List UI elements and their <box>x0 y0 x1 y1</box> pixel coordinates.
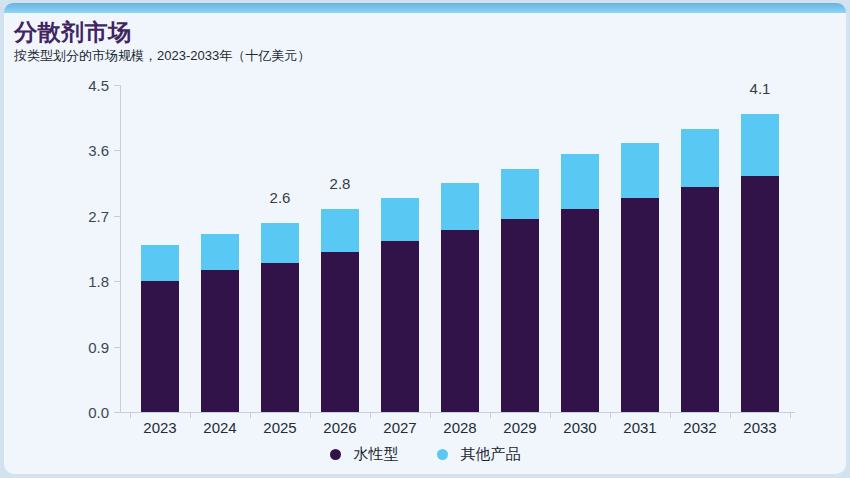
legend-item: 水性型 <box>330 445 399 464</box>
bar-segment-other-products <box>201 234 239 270</box>
x-axis-tick <box>190 413 191 418</box>
y-axis-tick <box>114 150 120 151</box>
bar-segment-water-based <box>201 270 239 412</box>
legend-color-dot <box>437 449 448 460</box>
bar-segment-water-based <box>381 241 419 412</box>
x-axis-category-label: 2029 <box>490 419 550 436</box>
x-axis-line <box>120 412 795 413</box>
y-axis-tick <box>114 281 120 282</box>
y-axis-line <box>120 85 121 413</box>
x-axis-tick <box>550 413 551 418</box>
x-axis-tick <box>430 413 431 418</box>
y-axis-tick <box>114 85 120 86</box>
x-axis-tick <box>130 413 131 418</box>
bar-segment-water-based <box>561 209 599 412</box>
chart-legend: 水性型 其他产品 <box>0 443 850 465</box>
bar-segment-other-products <box>441 183 479 230</box>
x-axis-tick <box>250 413 251 418</box>
y-axis-tick <box>114 216 120 217</box>
bar-segment-other-products <box>501 169 539 220</box>
x-axis-category-label: 2028 <box>430 419 490 436</box>
legend-item: 其他产品 <box>437 445 521 464</box>
y-axis-tick-label: 4.5 <box>59 77 109 94</box>
x-axis-tick <box>790 413 791 418</box>
y-axis-tick-label: 0.0 <box>59 404 109 421</box>
bar-segment-other-products <box>321 209 359 253</box>
x-axis-category-label: 2024 <box>190 419 250 436</box>
x-axis-category-label: 2027 <box>370 419 430 436</box>
bar-segment-water-based <box>141 281 179 412</box>
bar-segment-other-products <box>561 154 599 209</box>
x-axis-category-label: 2023 <box>130 419 190 436</box>
y-axis-tick-label: 0.9 <box>59 339 109 356</box>
x-axis-tick <box>370 413 371 418</box>
y-axis-tick-label: 3.6 <box>59 142 109 159</box>
legend-item-label: 其他产品 <box>461 445 521 464</box>
chart-subtitle: 按类型划分的市场规模，2023-2033年（十亿美元） <box>14 47 310 65</box>
y-axis-tick <box>114 347 120 348</box>
x-axis-tick <box>730 413 731 418</box>
page-title: 分散剂市场 <box>14 17 132 48</box>
bar-segment-other-products <box>741 114 779 176</box>
bar-segment-water-based <box>621 198 659 412</box>
bar-segment-other-products <box>681 129 719 187</box>
bar-segment-water-based <box>741 176 779 412</box>
x-axis-tick <box>670 413 671 418</box>
bar-segment-other-products <box>621 143 659 198</box>
bar-value-label: 2.8 <box>310 176 370 192</box>
bar-segment-other-products <box>141 245 179 281</box>
x-axis-category-label: 2025 <box>250 419 310 436</box>
bar-value-label: 2.6 <box>250 190 310 206</box>
bar-segment-water-based <box>321 252 359 412</box>
x-axis-tick <box>490 413 491 418</box>
chart-stage: 分散剂市场 按类型划分的市场规模，2023-2033年（十亿美元） 0.00.9… <box>0 0 850 478</box>
x-axis-category-label: 2033 <box>730 419 790 436</box>
legend-item-label: 水性型 <box>354 445 399 464</box>
bar-segment-other-products <box>381 198 419 242</box>
x-axis-category-label: 2032 <box>670 419 730 436</box>
bar-segment-water-based <box>441 230 479 412</box>
bar-segment-other-products <box>261 223 299 263</box>
legend-color-dot <box>330 449 341 460</box>
dispersant-market-chart: 0.00.91.82.73.64.5202320242.620252.82026… <box>120 85 796 412</box>
bar-value-label: 4.1 <box>730 81 790 97</box>
y-axis-tick-label: 2.7 <box>59 208 109 225</box>
y-axis-tick-label: 1.8 <box>59 273 109 290</box>
bar-segment-water-based <box>261 263 299 412</box>
x-axis-category-label: 2031 <box>610 419 670 436</box>
x-axis-tick <box>610 413 611 418</box>
x-axis-tick <box>310 413 311 418</box>
bar-segment-water-based <box>681 187 719 412</box>
bar-segment-water-based <box>501 219 539 412</box>
y-axis-tick <box>114 412 120 413</box>
x-axis-category-label: 2026 <box>310 419 370 436</box>
x-axis-category-label: 2030 <box>550 419 610 436</box>
